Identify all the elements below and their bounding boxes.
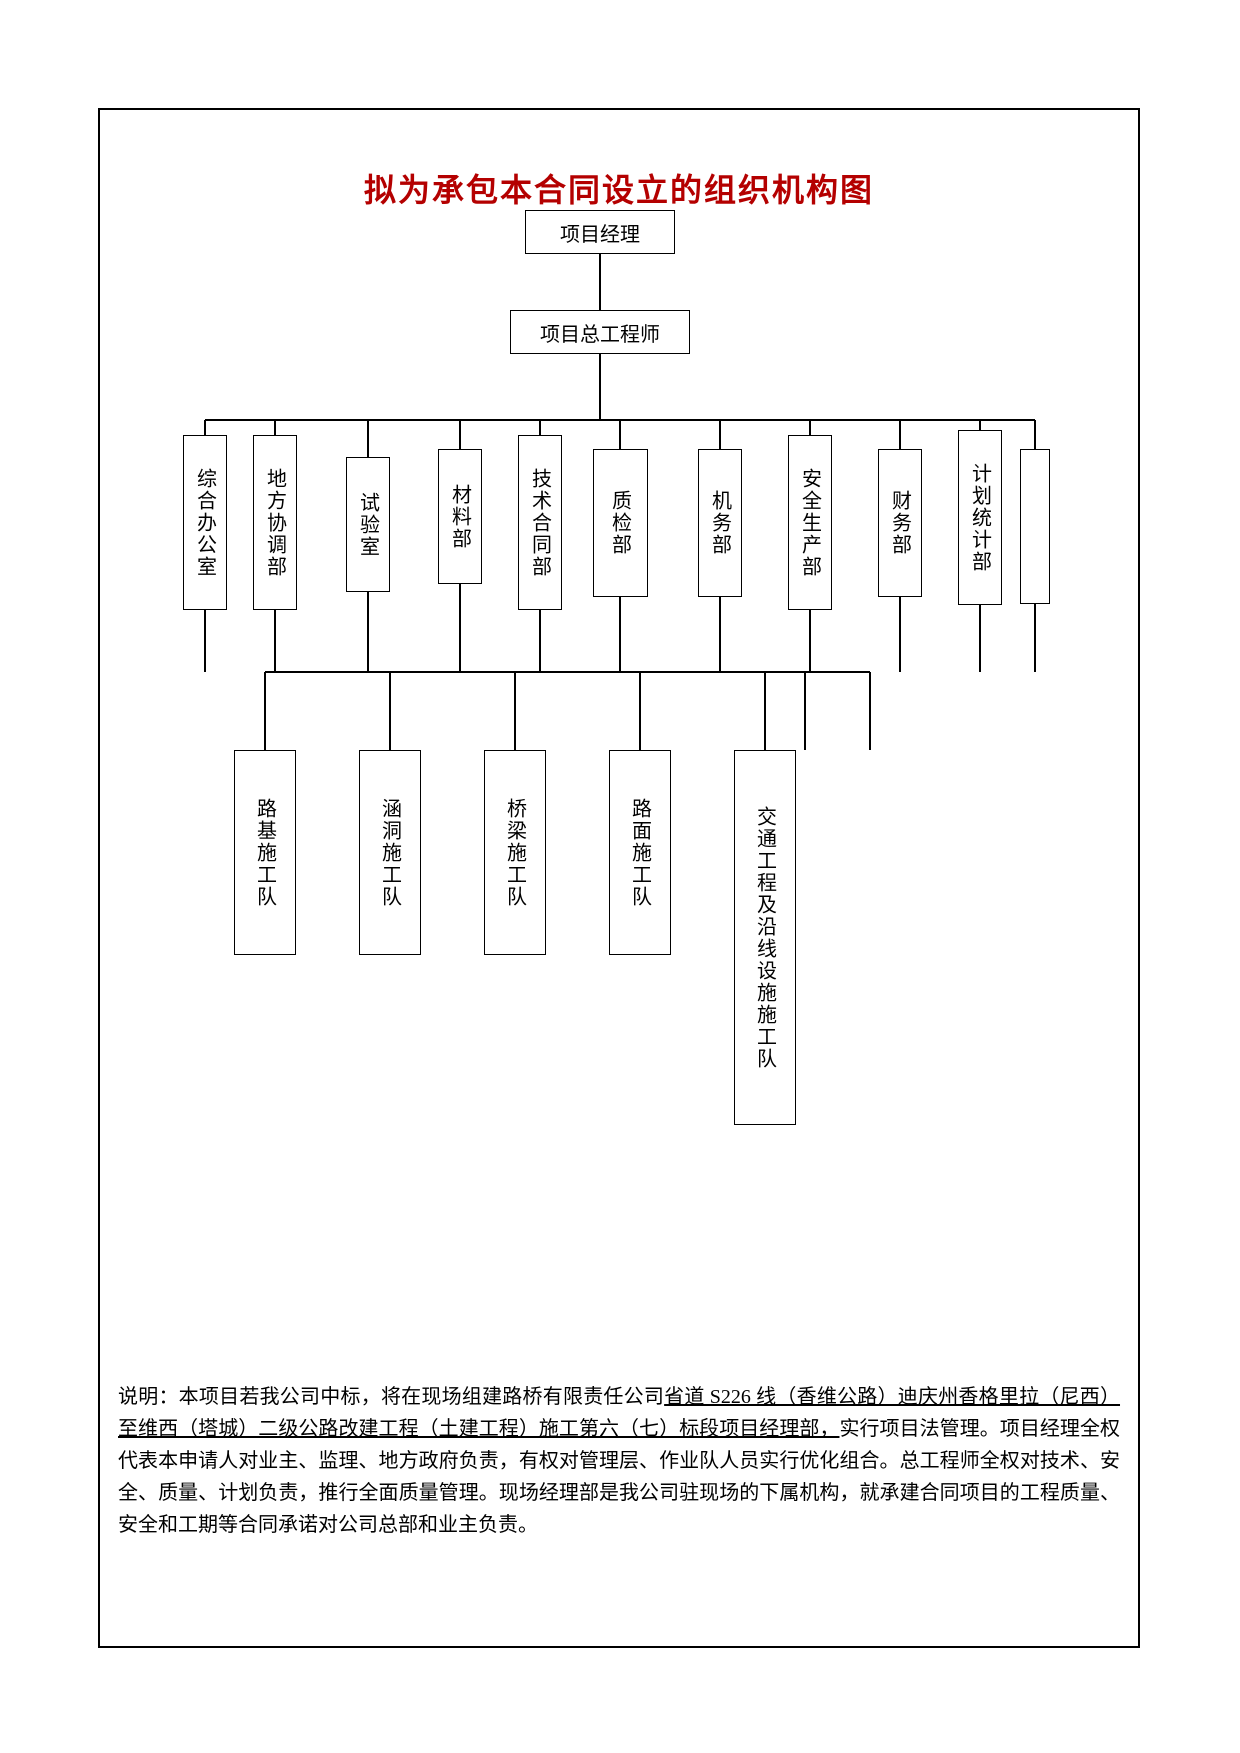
connector-line (459, 584, 461, 672)
desc-prefix: 说明：本项目若我公司中标，将在现场组建路桥有限责任公司 (118, 1386, 664, 1408)
node-team-1: 涵洞施工队 (359, 750, 421, 955)
connector-line (979, 420, 981, 430)
connector-line (389, 672, 391, 750)
connector-line (809, 420, 811, 435)
connector-line (639, 672, 641, 750)
connector-line (274, 420, 276, 435)
connector-line (719, 597, 721, 672)
connector-line (264, 672, 266, 750)
connector-line (899, 420, 901, 449)
connector-line (367, 592, 369, 672)
connector-line (204, 610, 206, 672)
node-team-4: 交通工程及沿线设施施工队 (734, 750, 796, 1125)
node-dept-6: 机务部 (698, 449, 742, 597)
connector-line (539, 610, 541, 672)
frame: 拟为承包本合同设立的组织机构图 项目经理项目总工程师综合办公室地方协调部 试验室 材… (98, 108, 1140, 1648)
connector-line (619, 420, 621, 449)
node-team-0: 路基施工队 (234, 750, 296, 955)
node-dept-10 (1020, 449, 1050, 604)
node-team-3: 路面施工队 (609, 750, 671, 955)
connector-line (367, 420, 369, 457)
connector-line (514, 672, 516, 750)
node-dept-8: 财务部 (878, 449, 922, 597)
connector-line (1034, 604, 1036, 672)
page: 拟为承包本合同设立的组织机构图 项目经理项目总工程师综合办公室地方协调部 试验室 材… (0, 0, 1240, 1753)
connector-line (719, 420, 721, 449)
node-dept-5: 质检部 (593, 449, 648, 597)
connector-line (274, 610, 276, 672)
connector-line (1034, 420, 1036, 449)
node-dept-2: 试验室 (346, 457, 390, 592)
connector-line (899, 597, 901, 672)
connector-line (204, 420, 206, 435)
node-dept-7: 安全生产部 (788, 435, 832, 610)
connector-line (809, 610, 811, 672)
connector-line (804, 672, 806, 750)
node-project-manager: 项目经理 (525, 210, 675, 254)
chart-title: 拟为承包本合同设立的组织机构图 (100, 165, 1138, 211)
connector-line (459, 420, 461, 449)
connector-line (599, 354, 601, 420)
connector-line (979, 605, 981, 672)
node-dept-9: 计划统计部 (958, 430, 1002, 605)
connector-line (619, 597, 621, 672)
node-chief-engineer: 项目总工程师 (510, 310, 690, 354)
connector-line (539, 420, 541, 435)
description-paragraph: 说明：本项目若我公司中标，将在现场组建路桥有限责任公司省道 S226 线（香维公… (118, 1381, 1120, 1541)
connector-line (265, 671, 870, 673)
connector-line (599, 254, 601, 310)
node-dept-4: 技术合同部 (518, 435, 562, 610)
node-dept-3: 材料部 (438, 449, 482, 584)
node-dept-1: 地方协调部 (253, 435, 297, 610)
connector-line (764, 672, 766, 750)
node-team-2: 桥梁施工队 (484, 750, 546, 955)
connector-line (869, 672, 871, 750)
node-dept-0: 综合办公室 (183, 435, 227, 610)
